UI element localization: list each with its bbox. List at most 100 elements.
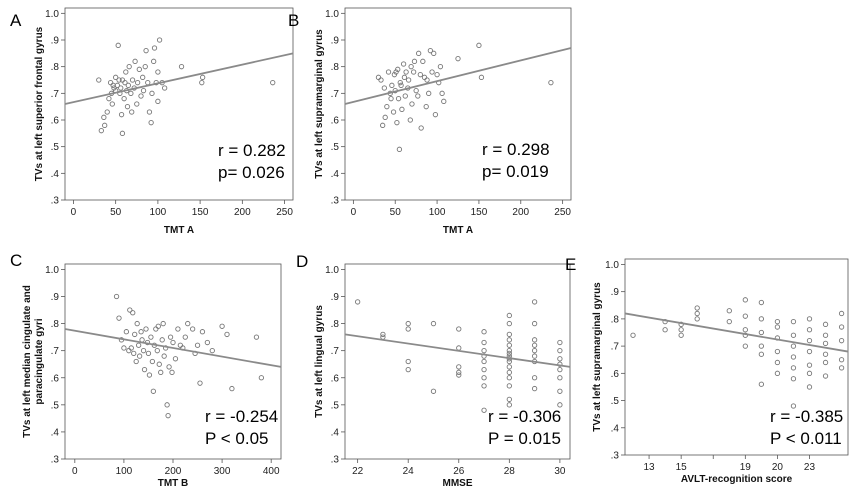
data-point [142,64,148,70]
data-point [432,112,439,118]
data-point [456,372,462,378]
y-tick-label: .3 [51,196,60,207]
data-point [441,98,447,104]
data-point [219,323,225,329]
data-point [806,338,813,344]
x-tick-label: 50 [110,207,122,218]
data-point [121,96,127,102]
panel-d: D .3 .4 .5 .6 .7 .8 .9 1.0 22 24 26 28 30 MMSE TVs at l… [296,252,571,489]
data-point [140,348,147,354]
data-point [410,69,417,75]
data-point [506,348,512,354]
data-point [405,326,411,332]
data-point [430,388,437,394]
data-point [506,364,512,370]
data-point [138,93,144,99]
data-point [758,381,765,387]
data-point [124,104,131,110]
y-tick-label: .9 [51,292,60,303]
data-point [194,342,201,348]
data-point [429,69,435,75]
data-point [385,69,392,75]
data-point [118,112,125,118]
data-point [104,109,110,115]
stat-r: r = 0.298 [482,140,550,159]
data-point [678,332,684,338]
data-point [806,362,813,368]
data-point [506,402,512,408]
data-point [790,354,797,360]
data-point [790,318,797,325]
data-point [229,385,235,392]
data-point [506,375,512,381]
data-point [506,337,512,343]
y-tick-label: .5 [51,142,60,153]
data-point [156,361,162,367]
data-point [182,334,188,340]
data-point [481,375,487,381]
data-point [427,48,434,54]
data-point [134,101,140,107]
data-point [189,326,196,332]
data-point [822,321,829,327]
data-point [145,350,152,357]
y-tick-label: .4 [611,423,620,434]
data-point [132,331,138,338]
data-point [172,356,179,362]
data-point [806,370,813,376]
x-tick-label: 200 [512,207,529,218]
y-tick-label: .7 [51,346,60,357]
data-point [758,329,765,336]
data-point [155,98,161,104]
y-tick-label: .8 [331,319,340,330]
data-point [158,369,164,375]
y-tick-label: .6 [331,116,340,127]
data-point [167,334,174,340]
x-tick-label: 0 [71,207,77,218]
data-point [258,375,265,381]
data-point [456,326,462,332]
data-point [354,299,361,305]
data-point [476,42,482,48]
y-axis-title: TVs at left supramarginal gyrus [314,29,325,179]
data-point [822,359,829,366]
data-point [481,358,487,365]
y-tick-label: .8 [51,62,60,73]
data-point [114,82,121,88]
data-point [96,77,102,83]
data-point [506,331,512,338]
plot-frame [344,263,571,460]
x-tick-label: 300 [214,466,231,477]
data-point [531,348,538,354]
data-point [774,370,781,376]
data-point [418,125,424,131]
data-point [531,342,538,348]
data-point [409,101,415,107]
x-tick-label: 26 [453,466,465,477]
data-point [224,331,230,338]
data-point [156,37,163,43]
data-point [389,82,395,88]
data-point [774,318,781,325]
data-point [199,74,206,80]
data-point [148,120,154,126]
data-point [506,383,512,389]
data-point [790,343,797,349]
data-point [694,305,700,311]
data-point [130,310,136,316]
data-point [531,299,538,305]
data-point [426,90,432,96]
data-point [394,120,400,126]
data-point [155,69,161,75]
x-tick-label: 28 [504,466,516,477]
data-point [694,310,700,317]
stat-p: p= 0.026 [218,163,285,182]
data-point [126,348,132,354]
data-point [131,350,137,357]
data-point [150,388,157,394]
x-tick-label: 250 [276,207,293,218]
data-point [742,343,748,349]
data-point [390,109,397,115]
data-point [143,326,149,332]
data-point [430,320,437,327]
